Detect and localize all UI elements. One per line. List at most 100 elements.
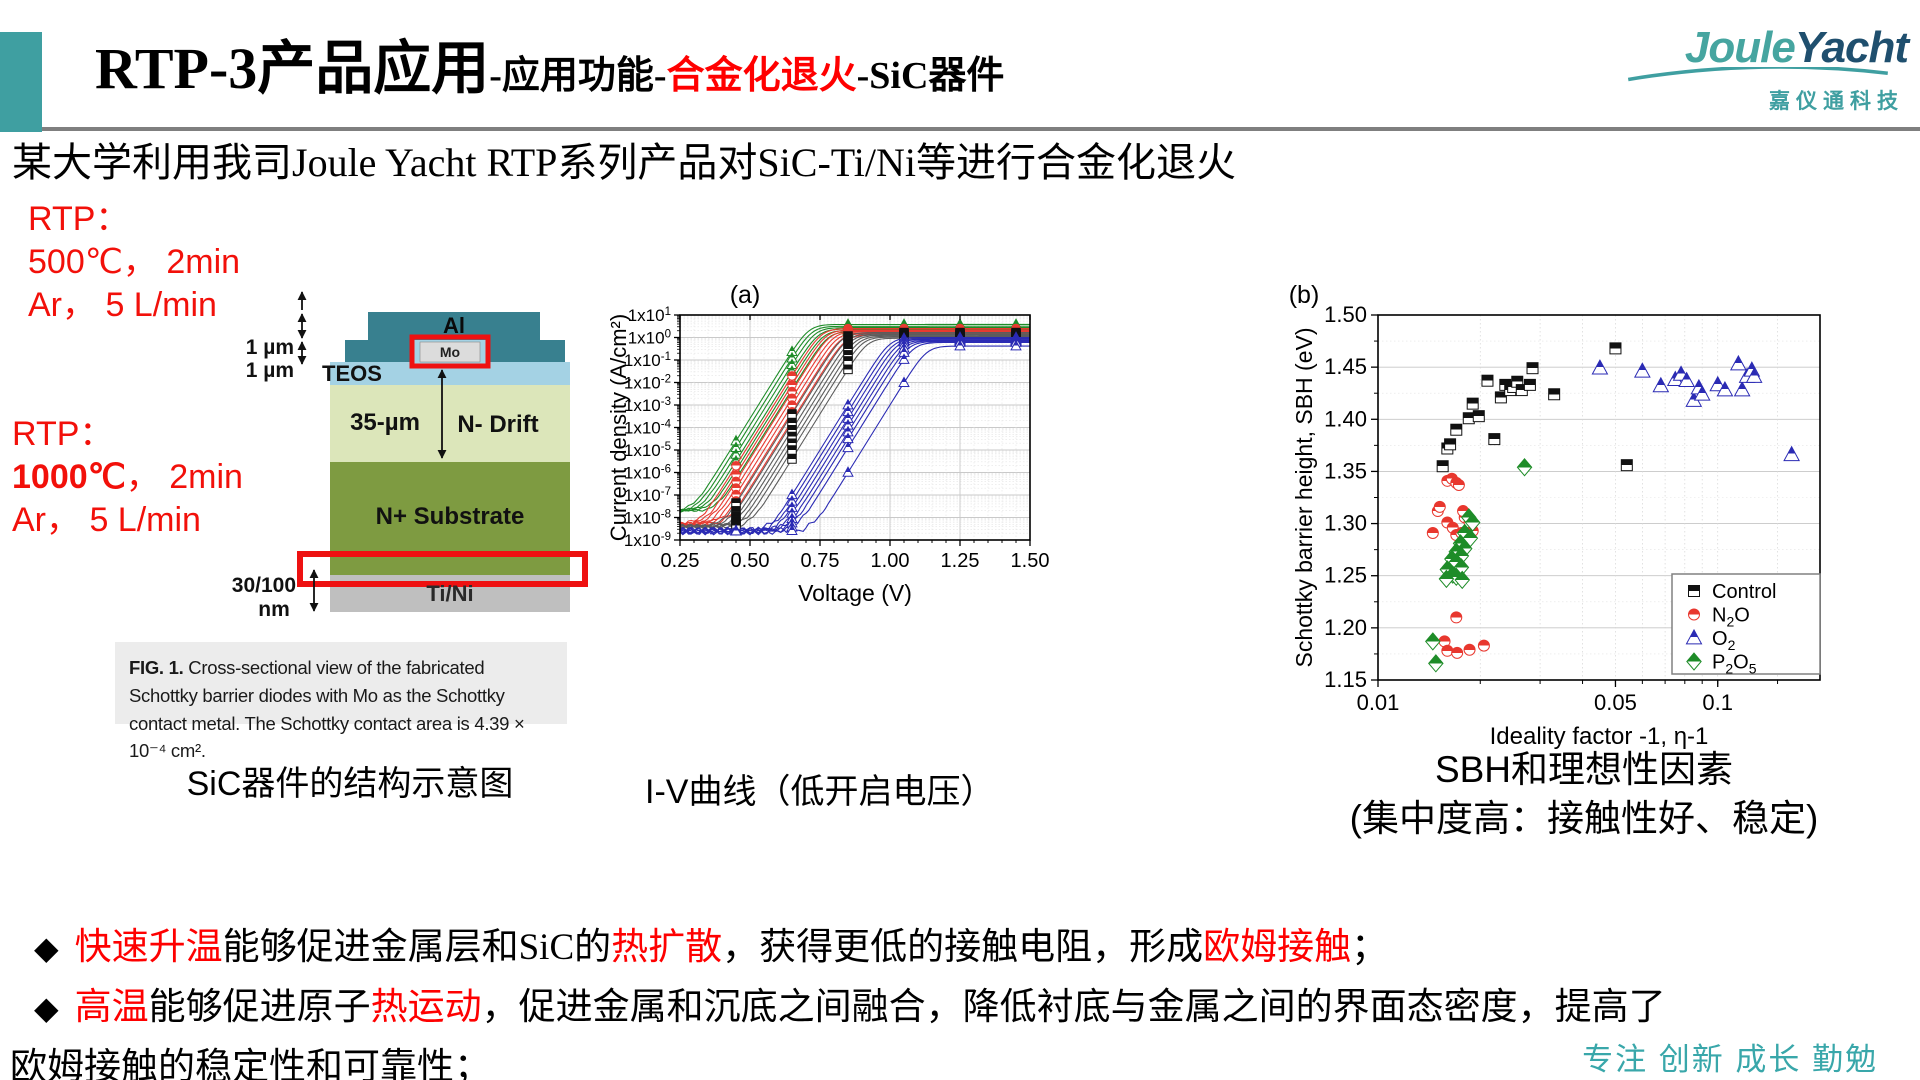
y-tick-label: 1x10-7 bbox=[624, 486, 671, 505]
bullet-line-2: ◆ 高温能够促进原子热运动，促进金属和沉底之间融合，降低衬底与金属之间的界面态密度… bbox=[10, 988, 1905, 1028]
triangle-marker bbox=[1783, 445, 1800, 462]
triangle-marker bbox=[842, 441, 854, 453]
circle-marker bbox=[1463, 643, 1476, 656]
svg-text:1.25: 1.25 bbox=[941, 550, 980, 572]
diamond-marker bbox=[1464, 513, 1481, 532]
square-marker bbox=[787, 409, 797, 419]
highlight-text: 欧姆接触 bbox=[1203, 927, 1352, 968]
y-tick-label: 1x10-2 bbox=[624, 374, 671, 393]
circle-marker bbox=[1450, 611, 1463, 624]
triangle-marker bbox=[954, 339, 966, 351]
circle-marker bbox=[1452, 478, 1465, 491]
diamond-marker bbox=[1438, 569, 1455, 589]
page-title: RTP-3产品应用-应用功能-合金化退火-SiC器件 bbox=[95, 40, 1004, 98]
mo-highlight-box bbox=[409, 334, 491, 369]
triangle-marker bbox=[1652, 376, 1670, 393]
square-marker bbox=[1436, 460, 1449, 473]
y-tick-label: 1x10-1 bbox=[624, 351, 671, 370]
title-sub-highlight: 合金化退火 bbox=[666, 55, 857, 97]
svg-text:1.50: 1.50 bbox=[1011, 550, 1050, 572]
svg-text:35-µm: 35-µm bbox=[350, 409, 420, 436]
title-sub-prefix: -应用功能- bbox=[489, 55, 667, 97]
diamond-marker bbox=[1454, 570, 1471, 590]
circle-marker bbox=[1441, 644, 1454, 657]
diamond-marker bbox=[1425, 632, 1441, 651]
square-marker bbox=[1466, 397, 1479, 410]
square-marker bbox=[843, 364, 853, 375]
bullet-diamond-icon: ◆ bbox=[34, 930, 59, 966]
figure-1-caption-prefix: FIG. 1. bbox=[129, 657, 184, 678]
body-text: ； bbox=[1351, 927, 1389, 968]
svg-text:Ti/Ni: Ti/Ni bbox=[426, 581, 473, 606]
svg-text:1.00: 1.00 bbox=[871, 550, 910, 572]
svg-text:1.20: 1.20 bbox=[1324, 615, 1367, 640]
x-axis-label: Ideality factor -1, η-1 bbox=[1490, 723, 1709, 750]
svg-text:0.75: 0.75 bbox=[801, 550, 840, 572]
bullet-diamond-icon: ◆ bbox=[34, 990, 59, 1026]
company-logo: JouleYacht 嘉仪通科技 bbox=[1568, 23, 1909, 115]
bullet-line-1: ◆ 快速升温能够促进金属层和SiC的热扩散，获得更低的接触电阻，形成欧姆接触； bbox=[10, 928, 1905, 968]
square-marker bbox=[1494, 391, 1507, 404]
rtp-top-line2: 500℃， 2min bbox=[28, 243, 241, 281]
logo-part1: Joule bbox=[1684, 23, 1796, 72]
triangle-marker bbox=[1733, 380, 1751, 397]
summary-bullets: ◆ 快速升温能够促进金属层和SiC的热扩散，获得更低的接触电阻，形成欧姆接触； ◆… bbox=[10, 928, 1905, 1080]
y-tick-label: 1x10-9 bbox=[624, 531, 671, 550]
y-tick-label: 1x100 bbox=[628, 329, 671, 348]
triangle-marker bbox=[786, 524, 798, 535]
logo-subtext: 嘉仪通科技 bbox=[1769, 90, 1904, 113]
diamond-marker bbox=[1686, 652, 1702, 671]
legend-label-O2: O2 bbox=[1712, 628, 1736, 653]
scatter-series-P2O5 bbox=[1425, 458, 1533, 673]
device-structure-diagram: Al Mo TEOS 35-µm N- Drift N+ Substrate Ti/Ni 1 … bbox=[232, 291, 588, 620]
square-marker bbox=[1688, 585, 1700, 597]
svg-text:1.45: 1.45 bbox=[1324, 354, 1367, 379]
svg-text:0.1: 0.1 bbox=[1702, 690, 1733, 715]
chart-b-axes: 0.01 0.05 0.1 1.15 1.20 1.25 1.30 1.35 1.40 1.45 1… bbox=[1289, 281, 1779, 750]
figure-1-caption: FIG. 1. Cross-sectional view of the fabr… bbox=[115, 642, 567, 761]
caption-sbh-line2: (集中度高：接触性好、稳定) bbox=[1349, 797, 1819, 839]
legend-label-Control: Control bbox=[1712, 581, 1776, 603]
diamond-marker bbox=[1516, 458, 1533, 477]
svg-text:1.15: 1.15 bbox=[1324, 667, 1367, 692]
triangle-marker bbox=[898, 376, 910, 388]
y-tick-label: 1x10-8 bbox=[624, 509, 671, 528]
rtp-bottom-line1: RTP： bbox=[12, 415, 114, 453]
triangle-marker bbox=[1709, 375, 1727, 392]
triangle-marker bbox=[1685, 628, 1703, 645]
body-text: ，促进金属和沉底之间融合，降低衬底与金属之间的界面态密度，提高了 bbox=[481, 987, 1666, 1028]
subtitle: 某大学利用我司Joule Yacht RTP系列产品对SiC-Ti/Ni等进行合… bbox=[12, 140, 1237, 185]
highlight-text: 热运动 bbox=[370, 987, 482, 1028]
bullet-text-1: 快速升温能够促进金属层和SiC的热扩散，获得更低的接触电阻，形成欧姆接触； bbox=[75, 927, 1389, 968]
square-marker bbox=[1481, 374, 1494, 387]
rtp-bottom-time: ， 2min bbox=[125, 458, 243, 496]
square-marker bbox=[731, 498, 741, 508]
layer-teos bbox=[330, 362, 570, 385]
iv-curves-O2 bbox=[679, 331, 1030, 536]
rtp-bottom-temp: 1000℃ bbox=[12, 458, 126, 496]
scatter-series-O2 bbox=[1591, 354, 1800, 462]
square-marker bbox=[1488, 433, 1501, 446]
svg-text:0.50: 0.50 bbox=[731, 550, 770, 572]
svg-text:1.50: 1.50 bbox=[1324, 302, 1367, 327]
caption-structure: SiC器件的结构示意图 bbox=[186, 765, 514, 803]
chart-a-axes: 0.25 0.50 0.75 1.00 1.25 1.50 1x101 1x100 1x10-1… bbox=[606, 281, 1049, 606]
square-marker bbox=[1472, 410, 1485, 423]
circle-marker bbox=[1688, 608, 1700, 621]
svg-text:TEOS: TEOS bbox=[322, 361, 382, 386]
svg-text:N+ Substrate: N+ Substrate bbox=[376, 503, 525, 530]
square-marker bbox=[1526, 362, 1539, 375]
logo-part2: Yacht bbox=[1794, 23, 1909, 72]
square-marker bbox=[1548, 388, 1561, 401]
circle-marker bbox=[787, 371, 797, 381]
highlight-text: 快速升温 bbox=[74, 927, 223, 968]
sbh-scatter-chart: 0.01 0.05 0.1 1.15 1.20 1.25 1.30 1.35 1.40 1.45 1… bbox=[1289, 281, 1821, 750]
triangle-marker bbox=[1678, 371, 1696, 388]
square-marker bbox=[1620, 459, 1633, 472]
svg-text:Al: Al bbox=[443, 313, 465, 338]
interface-highlight-box bbox=[297, 551, 588, 587]
triangle-marker bbox=[1745, 367, 1763, 383]
bullet-text-2: 高温能够促进原子热运动，促进金属和沉底之间融合，降低衬底与金属之间的界面态密度，… bbox=[75, 987, 1666, 1028]
svg-text:1.25: 1.25 bbox=[1324, 563, 1367, 588]
